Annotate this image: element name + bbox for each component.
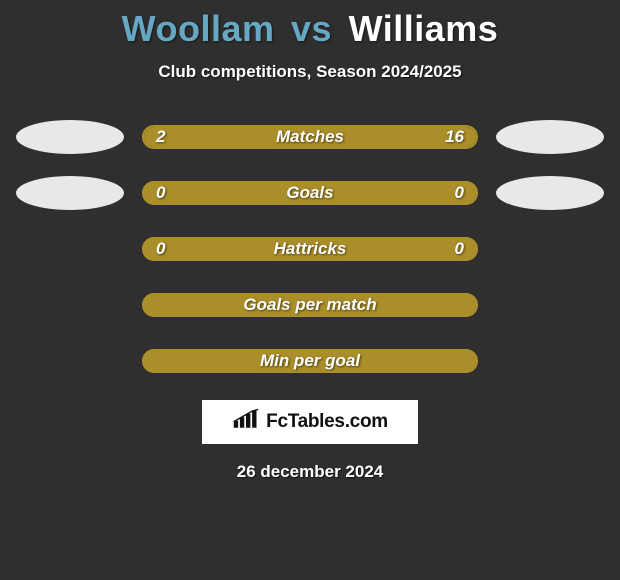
player1-avatar <box>16 176 124 210</box>
player2-name: Williams <box>349 8 499 49</box>
stat-value-right: 0 <box>455 239 464 259</box>
subtitle: Club competitions, Season 2024/2025 <box>0 62 620 82</box>
stat-value-right: 0 <box>455 183 464 203</box>
comparison-card: Woollam vs Williams Club competitions, S… <box>0 0 620 580</box>
stat-bar: Goals0 0 <box>142 181 478 205</box>
stat-row: Goals per match <box>0 288 620 322</box>
stat-label: Min per goal <box>144 351 476 371</box>
avatar-spacer <box>496 232 604 266</box>
stat-row: Goals0 0 <box>0 176 620 210</box>
player2-avatar <box>496 176 604 210</box>
stat-label: Goals <box>144 183 476 203</box>
player2-avatar <box>496 120 604 154</box>
stat-value-right: 16 <box>445 127 464 147</box>
date-label: 26 december 2024 <box>0 462 620 482</box>
brand-label: FcTables.com <box>266 411 388 433</box>
stat-row: Matches2 16 <box>0 120 620 154</box>
stat-row: Min per goal <box>0 344 620 378</box>
stat-bar: Hattricks0 0 <box>142 237 478 261</box>
stat-bar: Min per goal <box>142 349 478 373</box>
stat-value-left: 2 <box>156 127 165 147</box>
avatar-spacer <box>16 288 124 322</box>
stat-bar: Goals per match <box>142 293 478 317</box>
chart-icon <box>232 408 260 436</box>
stat-label: Hattricks <box>144 239 476 259</box>
stat-value-left: 0 <box>156 183 165 203</box>
player1-avatar <box>16 120 124 154</box>
avatar-spacer <box>16 232 124 266</box>
stat-label: Matches <box>144 127 476 147</box>
stat-value-left: 0 <box>156 239 165 259</box>
brand-box[interactable]: FcTables.com <box>202 400 418 444</box>
stat-bar: Matches2 16 <box>142 125 478 149</box>
stat-rows: Matches216Goals00Hattricks00Goals per ma… <box>0 120 620 378</box>
page-title: Woollam vs Williams <box>0 8 620 50</box>
avatar-spacer <box>16 344 124 378</box>
avatar-spacer <box>496 344 604 378</box>
stat-row: Hattricks0 0 <box>0 232 620 266</box>
vs-label: vs <box>291 8 332 49</box>
player1-name: Woollam <box>122 8 275 49</box>
stat-label: Goals per match <box>144 295 476 315</box>
avatar-spacer <box>496 288 604 322</box>
